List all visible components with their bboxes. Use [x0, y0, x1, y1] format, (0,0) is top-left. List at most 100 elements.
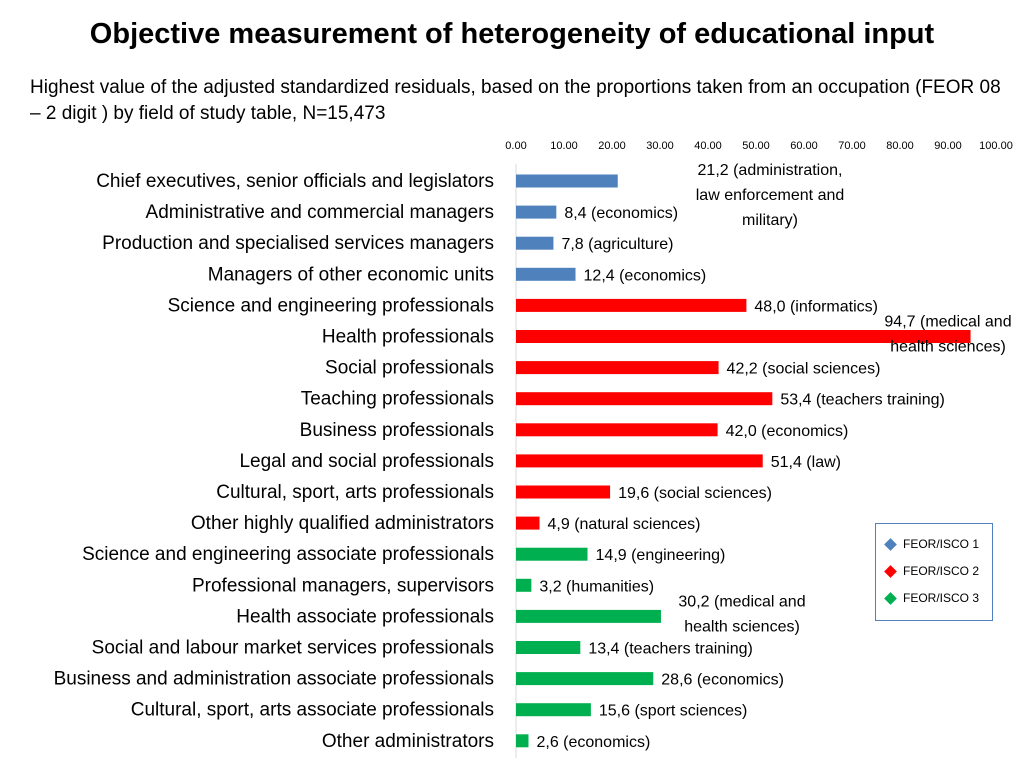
bar [516, 454, 763, 468]
data-label: 42,2 (social sciences) [727, 361, 881, 378]
category-label: Chief executives, senior officials and l… [96, 171, 494, 192]
data-label: 2,6 (economics) [536, 734, 650, 751]
bar [516, 392, 773, 406]
category-label: Science and engineering professionals [168, 295, 494, 316]
data-label: 14,9 (engineering) [596, 547, 726, 564]
x-tick-label: 10.00 [550, 140, 578, 152]
category-label: Business and administration associate pr… [54, 669, 494, 690]
data-label: 42,0 (economics) [726, 423, 849, 440]
x-tick-label: 100.00 [979, 140, 1013, 152]
legend-marker-feor-isco-1 [884, 537, 897, 551]
chart-subtitle: Highest value of the adjusted standardiz… [30, 77, 1001, 124]
category-label: Other highly qualified administrators [191, 513, 494, 534]
category-label: Teaching professionals [301, 389, 494, 410]
data-label: 21,2 (administration, law enforcement and… [696, 162, 845, 229]
bar [516, 267, 576, 281]
data-label: 19,6 (social sciences) [618, 485, 772, 502]
data-label-line: 2,6 (economics) [536, 734, 650, 751]
category-label: Health professionals [322, 327, 494, 348]
data-label-line: 4,9 (natural sciences) [548, 516, 701, 533]
data-label: 94,7 (medical and health sciences) [884, 314, 1011, 356]
x-axis: 0.00 10.00 20.00 30.00 40.00 50.00 60.00 70.00 8… [505, 140, 1013, 758]
data-label-line: 28,6 (economics) [661, 672, 784, 689]
data-label-line: 42,2 (social sciences) [727, 361, 881, 378]
category-label: Business professionals [300, 420, 494, 441]
data-label: 48,0 (informatics) [754, 298, 878, 315]
data-label-line: 42,0 (economics) [726, 423, 849, 440]
data-label-line: health sciences) [684, 618, 800, 635]
legend-label-feor-isco-1: FEOR/ISCO 1 [903, 537, 980, 551]
chart-title: Objective measurement of heterogeneity o… [89, 18, 935, 50]
x-tick-label: 60.00 [790, 140, 818, 152]
data-label-line: 53,4 (teachers training) [780, 392, 945, 409]
legend: FEOR/ISCO 1 FEOR/ISCO 2 FEOR/ISCO 3 [875, 523, 993, 621]
data-label-line: 94,7 (medical and [884, 314, 1011, 331]
legend-item-feor-isco-3: FEOR/ISCO 3 [884, 591, 979, 605]
x-tick-label: 50.00 [742, 140, 770, 152]
bar [516, 641, 581, 654]
data-label: 12,4 (economics) [584, 267, 707, 284]
category-label: Production and specialised services mana… [102, 233, 494, 254]
data-label-line: 7,8 (agriculture) [561, 236, 673, 253]
legend-marker-feor-isco-2 [884, 564, 897, 578]
data-label: 30,2 (medical and health sciences) [678, 593, 805, 635]
x-tick-label: 80.00 [886, 140, 914, 152]
data-label-line: 13,4 (teachers training) [588, 641, 753, 658]
legend-label-feor-isco-2: FEOR/ISCO 2 [903, 564, 980, 578]
category-label: Health associate professionals [236, 606, 494, 627]
legend-item-feor-isco-2: FEOR/ISCO 2 [884, 564, 979, 578]
data-label: 7,8 (agriculture) [561, 236, 673, 253]
data-label-line: 19,6 (social sciences) [618, 485, 772, 502]
bar [516, 361, 719, 375]
x-tick-label: 30.00 [646, 140, 674, 152]
legend-item-feor-isco-1: FEOR/ISCO 1 [884, 537, 979, 551]
x-tick-label: 70.00 [838, 140, 866, 152]
x-tick-label: 0.00 [505, 140, 526, 152]
data-label: 3,2 (humanities) [539, 578, 654, 595]
data-label-line: law enforcement and [696, 187, 845, 204]
category-label: Social professionals [325, 358, 494, 379]
category-label: Legal and social professionals [239, 451, 494, 472]
data-label-line: 8,4 (economics) [564, 205, 678, 222]
bar [516, 609, 661, 623]
data-label: 15,6 (sport sciences) [599, 703, 748, 720]
data-label-line: 48,0 (informatics) [754, 298, 878, 315]
bars [516, 174, 971, 748]
data-label: 28,6 (economics) [661, 672, 784, 689]
data-label-line: military) [742, 212, 798, 229]
data-label-line: 51,4 (law) [771, 454, 841, 471]
bar [516, 516, 540, 530]
x-tick-label: 20.00 [598, 140, 626, 152]
data-label: 8,4 (economics) [564, 205, 678, 222]
data-label-line: 3,2 (humanities) [539, 578, 654, 595]
category-label: Science and engineering associate profes… [82, 544, 494, 565]
data-label: 53,4 (teachers training) [780, 392, 945, 409]
data-label: 51,4 (law) [771, 454, 841, 471]
data-label-line: 12,4 (economics) [584, 267, 707, 284]
category-label: Professional managers, supervisors [192, 575, 494, 596]
data-label-line: health sciences) [890, 339, 1006, 356]
bar [516, 205, 557, 219]
data-label: 13,4 (teachers training) [588, 641, 753, 658]
bar [516, 734, 529, 748]
x-tick-label: 90.00 [934, 140, 962, 152]
legend-label-feor-isco-3: FEOR/ISCO 3 [903, 591, 980, 605]
category-label: Social and labour market services profes… [92, 638, 494, 659]
data-label: 4,9 (natural sciences) [548, 516, 701, 533]
bar [516, 578, 532, 592]
category-label: Cultural, sport, arts associate professi… [131, 700, 494, 721]
bar [516, 672, 654, 686]
category-label: Other administrators [322, 731, 494, 752]
bar [516, 423, 718, 437]
bar [516, 174, 618, 188]
legend-marker-feor-isco-3 [884, 591, 897, 605]
data-label-line: 14,9 (engineering) [596, 547, 726, 564]
bar [516, 485, 611, 499]
bar [516, 703, 591, 717]
data-label-line: 21,2 (administration, [698, 162, 843, 179]
category-label: Cultural, sport, arts professionals [216, 482, 494, 503]
bar [516, 330, 971, 343]
data-label-line: 15,6 (sport sciences) [599, 703, 748, 720]
category-label: Administrative and commercial managers [146, 202, 494, 223]
